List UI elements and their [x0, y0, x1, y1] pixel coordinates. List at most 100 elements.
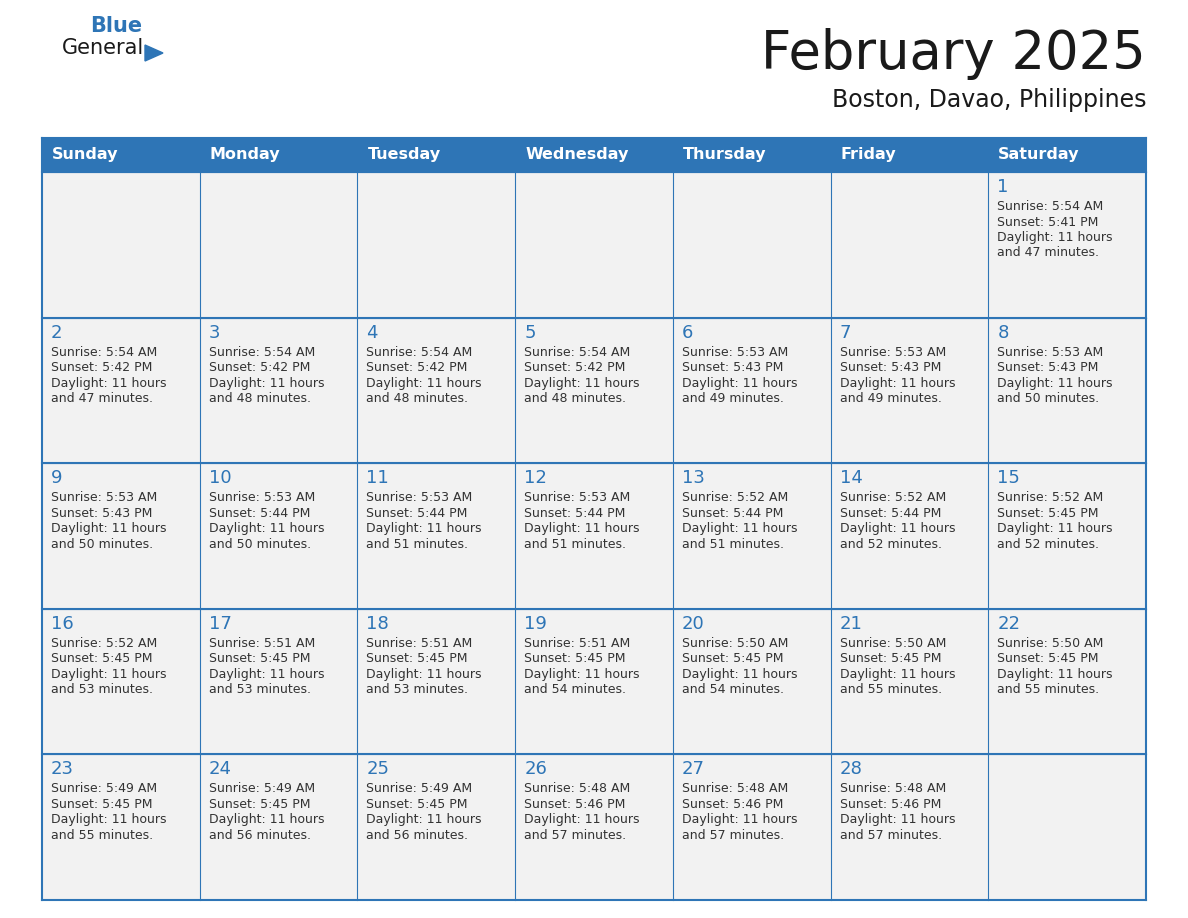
Text: Sunset: 5:41 PM: Sunset: 5:41 PM	[997, 216, 1099, 229]
Text: Sunrise: 5:53 AM: Sunrise: 5:53 AM	[51, 491, 157, 504]
Bar	[42, 464, 200, 609]
Text: 17: 17	[209, 615, 232, 633]
Bar	[672, 318, 830, 464]
Bar	[988, 318, 1146, 464]
Bar	[830, 318, 988, 464]
Text: Sunrise: 5:53 AM: Sunrise: 5:53 AM	[366, 491, 473, 504]
Text: Sunset: 5:45 PM: Sunset: 5:45 PM	[366, 653, 468, 666]
Text: and 48 minutes.: and 48 minutes.	[524, 392, 626, 405]
Text: 16: 16	[51, 615, 74, 633]
Text: and 55 minutes.: and 55 minutes.	[997, 683, 1099, 696]
Text: Daylight: 11 hours: Daylight: 11 hours	[51, 376, 166, 389]
Text: Sunrise: 5:48 AM: Sunrise: 5:48 AM	[840, 782, 946, 795]
Text: Wednesday: Wednesday	[525, 148, 628, 162]
Bar	[358, 609, 516, 755]
Text: and 50 minutes.: and 50 minutes.	[209, 538, 311, 551]
Text: Daylight: 11 hours: Daylight: 11 hours	[997, 231, 1113, 244]
Text: Sunset: 5:44 PM: Sunset: 5:44 PM	[366, 507, 468, 520]
Bar	[200, 609, 358, 755]
Text: Monday: Monday	[210, 148, 280, 162]
Text: 2: 2	[51, 324, 63, 341]
Text: Sunset: 5:46 PM: Sunset: 5:46 PM	[682, 798, 783, 811]
Text: Thursday: Thursday	[683, 148, 766, 162]
Text: Sunset: 5:45 PM: Sunset: 5:45 PM	[51, 798, 152, 811]
Text: Sunrise: 5:53 AM: Sunrise: 5:53 AM	[682, 345, 788, 359]
Text: Sunset: 5:45 PM: Sunset: 5:45 PM	[366, 798, 468, 811]
Text: Daylight: 11 hours: Daylight: 11 hours	[366, 667, 482, 681]
Bar	[988, 464, 1146, 609]
Text: Sunrise: 5:52 AM: Sunrise: 5:52 AM	[997, 491, 1104, 504]
Text: Sunset: 5:44 PM: Sunset: 5:44 PM	[840, 507, 941, 520]
Bar	[516, 609, 672, 755]
Text: and 55 minutes.: and 55 minutes.	[840, 683, 942, 696]
Text: Daylight: 11 hours: Daylight: 11 hours	[524, 376, 639, 389]
Text: Sunrise: 5:54 AM: Sunrise: 5:54 AM	[997, 200, 1104, 213]
Text: 22: 22	[997, 615, 1020, 633]
Text: 11: 11	[366, 469, 390, 487]
Bar	[200, 318, 358, 464]
Text: 18: 18	[366, 615, 390, 633]
Bar	[830, 464, 988, 609]
Text: Sunset: 5:46 PM: Sunset: 5:46 PM	[524, 798, 626, 811]
Text: Sunrise: 5:51 AM: Sunrise: 5:51 AM	[209, 637, 315, 650]
Bar	[830, 172, 988, 318]
Text: Sunset: 5:42 PM: Sunset: 5:42 PM	[524, 361, 626, 375]
Text: Sunrise: 5:49 AM: Sunrise: 5:49 AM	[366, 782, 473, 795]
Text: Sunrise: 5:52 AM: Sunrise: 5:52 AM	[51, 637, 157, 650]
Bar	[988, 609, 1146, 755]
Text: and 57 minutes.: and 57 minutes.	[682, 829, 784, 842]
Bar	[516, 172, 672, 318]
Bar	[42, 138, 1146, 172]
Text: 4: 4	[366, 324, 378, 341]
Text: Daylight: 11 hours: Daylight: 11 hours	[51, 667, 166, 681]
Text: 25: 25	[366, 760, 390, 778]
Text: Sunrise: 5:54 AM: Sunrise: 5:54 AM	[209, 345, 315, 359]
Text: Sunset: 5:42 PM: Sunset: 5:42 PM	[366, 361, 468, 375]
Text: Daylight: 11 hours: Daylight: 11 hours	[209, 813, 324, 826]
Text: 6: 6	[682, 324, 694, 341]
Text: Sunset: 5:42 PM: Sunset: 5:42 PM	[51, 361, 152, 375]
Text: Daylight: 11 hours: Daylight: 11 hours	[997, 376, 1113, 389]
Text: and 53 minutes.: and 53 minutes.	[51, 683, 153, 696]
Bar	[672, 609, 830, 755]
Text: 7: 7	[840, 324, 851, 341]
Text: 15: 15	[997, 469, 1020, 487]
Text: Sunrise: 5:54 AM: Sunrise: 5:54 AM	[524, 345, 631, 359]
Text: 10: 10	[209, 469, 232, 487]
Text: and 53 minutes.: and 53 minutes.	[209, 683, 311, 696]
Text: Sunrise: 5:53 AM: Sunrise: 5:53 AM	[209, 491, 315, 504]
Text: and 57 minutes.: and 57 minutes.	[840, 829, 942, 842]
Text: Sunset: 5:45 PM: Sunset: 5:45 PM	[209, 798, 310, 811]
Text: Boston, Davao, Philippines: Boston, Davao, Philippines	[832, 88, 1146, 112]
Bar	[672, 172, 830, 318]
Bar	[42, 755, 200, 900]
Text: 20: 20	[682, 615, 704, 633]
Text: Sunset: 5:45 PM: Sunset: 5:45 PM	[997, 653, 1099, 666]
Text: Friday: Friday	[841, 148, 896, 162]
Bar	[516, 755, 672, 900]
Text: and 47 minutes.: and 47 minutes.	[997, 247, 1099, 260]
Bar	[200, 464, 358, 609]
Text: Sunset: 5:46 PM: Sunset: 5:46 PM	[840, 798, 941, 811]
Bar	[830, 609, 988, 755]
Bar	[358, 755, 516, 900]
Text: and 51 minutes.: and 51 minutes.	[524, 538, 626, 551]
Text: Sunset: 5:44 PM: Sunset: 5:44 PM	[682, 507, 783, 520]
Text: Sunset: 5:44 PM: Sunset: 5:44 PM	[524, 507, 626, 520]
Text: Saturday: Saturday	[998, 148, 1080, 162]
Bar	[358, 318, 516, 464]
Text: Daylight: 11 hours: Daylight: 11 hours	[840, 813, 955, 826]
Text: and 49 minutes.: and 49 minutes.	[840, 392, 941, 405]
Bar	[672, 464, 830, 609]
Text: Tuesday: Tuesday	[367, 148, 441, 162]
Text: Sunrise: 5:50 AM: Sunrise: 5:50 AM	[682, 637, 788, 650]
Text: and 48 minutes.: and 48 minutes.	[209, 392, 311, 405]
Text: and 48 minutes.: and 48 minutes.	[366, 392, 468, 405]
Bar	[358, 464, 516, 609]
Text: Sunrise: 5:50 AM: Sunrise: 5:50 AM	[840, 637, 946, 650]
Text: 21: 21	[840, 615, 862, 633]
Text: Sunday: Sunday	[52, 148, 119, 162]
Text: Sunset: 5:45 PM: Sunset: 5:45 PM	[524, 653, 626, 666]
Text: Blue: Blue	[90, 16, 143, 36]
Text: Daylight: 11 hours: Daylight: 11 hours	[524, 667, 639, 681]
